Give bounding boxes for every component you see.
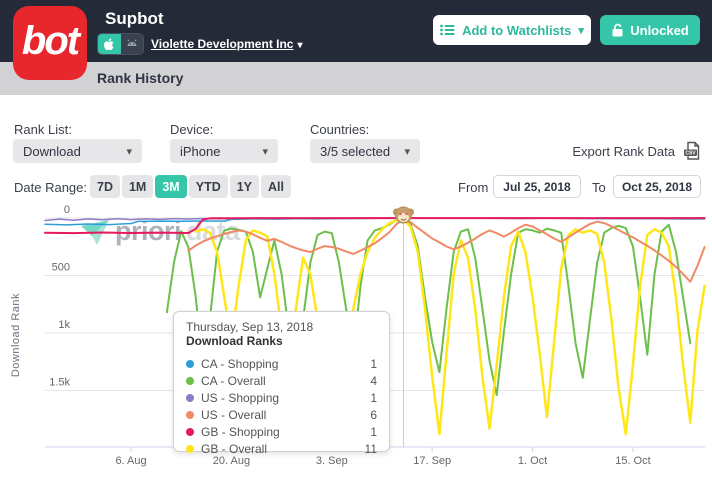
from-date-input[interactable]: Jul 25, 2018	[493, 175, 581, 198]
to-date-input[interactable]: Oct 25, 2018	[613, 175, 701, 198]
to-label: To	[592, 180, 606, 195]
range-button-7d[interactable]: 7D	[90, 175, 120, 198]
series-line-us-overall	[187, 217, 706, 283]
unlocked-label: Unlocked	[630, 22, 689, 38]
series-label: US - Overall	[201, 407, 267, 422]
platform-toggle[interactable]	[97, 33, 144, 55]
chevron-down-icon: ▾	[262, 145, 268, 158]
ios-toggle[interactable]	[98, 34, 121, 54]
publisher-link[interactable]: Violette Development Inc ▾	[151, 37, 303, 51]
android-icon	[127, 39, 137, 46]
app-logo-text: bot	[21, 18, 80, 63]
list-icon	[440, 24, 455, 36]
tooltip-row: US - Overall 6	[186, 406, 377, 423]
range-button-1m[interactable]: 1M	[121, 175, 154, 198]
app-title: Supbot	[105, 9, 164, 28]
section-bar: Rank History	[0, 62, 712, 95]
countries-label: Countries:	[310, 122, 370, 137]
series-rank-value: 1	[370, 424, 377, 439]
device-value: iPhone	[180, 143, 221, 159]
series-color-dot	[186, 427, 194, 436]
y-tick-label: 0	[64, 204, 70, 216]
series-line-gb-shopping	[44, 217, 706, 235]
y-tick-label: 1.5k	[49, 377, 70, 389]
date-range-label: Date Range:	[14, 180, 87, 195]
x-tick-label: 20. Aug	[213, 455, 250, 467]
tooltip-row: GB - Overall 11	[186, 440, 377, 457]
unlock-icon	[612, 23, 623, 37]
series-color-dot	[186, 444, 194, 453]
series-rank-value: 4	[370, 373, 377, 388]
series-label: GB - Shopping	[201, 424, 280, 439]
monkey-muzzle	[398, 213, 409, 222]
range-button-ytd[interactable]: YTD	[188, 175, 228, 198]
series-rank-value: 6	[370, 407, 377, 422]
add-to-watchlists-button[interactable]: Add to Watchlists ▾	[433, 15, 591, 45]
rank-list-value: Download	[23, 143, 81, 159]
chevron-down-icon: ▾	[297, 40, 303, 51]
export-rank-data-button[interactable]: Export Rank Data CSV	[572, 141, 702, 161]
series-rank-value: 1	[370, 356, 377, 371]
series-rank-value: 11	[364, 441, 377, 456]
series-label: CA - Overall	[201, 373, 266, 388]
chevron-down-icon: ▾	[578, 24, 584, 37]
tooltip-title: Download Ranks	[186, 334, 283, 348]
tooltip-rows: CA - Shopping 1 CA - Overall 4 US - Shopping…	[186, 355, 377, 457]
series-color-dot	[186, 393, 194, 402]
range-button-3m[interactable]: 3M	[155, 175, 187, 198]
rank-list-label: Rank List:	[14, 122, 72, 137]
chevron-down-icon: ▾	[126, 145, 132, 158]
device-label: Device:	[170, 122, 214, 137]
monkey-eye	[399, 212, 402, 216]
series-label: US - Shopping	[201, 390, 280, 405]
series-color-dot	[186, 359, 194, 368]
android-toggle[interactable]	[120, 34, 143, 54]
countries-value: 3/5 selected	[320, 143, 391, 159]
x-tick-label: 3. Sep	[316, 455, 348, 467]
csv-export-icon: CSV	[684, 141, 700, 160]
tooltip-row: CA - Overall 4	[186, 372, 377, 389]
tooltip-row: CA - Shopping 1	[186, 355, 377, 372]
tooltip-row: US - Shopping 1	[186, 389, 377, 406]
monkey-eye	[405, 212, 408, 216]
series-rank-value: 1	[370, 390, 377, 405]
countries-dropdown[interactable]: 3/5 selected ▾	[310, 139, 420, 163]
rank-list-dropdown[interactable]: Download ▾	[13, 139, 142, 163]
range-button-all[interactable]: All	[261, 175, 292, 198]
monkey-mouth	[400, 218, 407, 221]
x-tick-label: 15. Oct	[615, 455, 650, 467]
svg-text:CSV: CSV	[685, 151, 696, 157]
series-color-dot	[186, 410, 194, 419]
app-logo: bot	[13, 6, 87, 80]
range-button-1y[interactable]: 1Y	[229, 175, 260, 198]
chevron-down-icon: ▾	[404, 145, 410, 158]
series-label: GB - Overall	[201, 441, 268, 456]
tooltip-date: Thursday, Sep 13, 2018	[186, 320, 314, 334]
series-label: CA - Shopping	[201, 356, 279, 371]
x-tick-label: 17. Sep	[413, 455, 451, 467]
unlocked-button[interactable]: Unlocked	[600, 15, 700, 45]
tooltip-row: GB - Shopping 1	[186, 423, 377, 440]
from-label: From	[458, 180, 489, 195]
x-tick-label: 6. Aug	[115, 455, 146, 467]
series-line-ca-overall	[165, 217, 692, 397]
x-tick-label: 1. Oct	[518, 455, 547, 467]
apple-icon	[103, 37, 114, 50]
date-range-buttons: 7D 1M 3M YTD 1Y All	[90, 175, 292, 198]
export-rank-data-label: Export Rank Data	[572, 143, 675, 159]
y-tick-label: 1k	[58, 319, 70, 331]
add-to-watchlists-label: Add to Watchlists	[462, 22, 572, 38]
chart-tooltip: Thursday, Sep 13, 2018 Download Ranks CA…	[173, 311, 390, 456]
device-dropdown[interactable]: iPhone ▾	[170, 139, 278, 163]
y-tick-label: 500	[52, 262, 70, 274]
series-color-dot	[186, 376, 194, 385]
publisher-name: Violette Development Inc	[151, 37, 294, 51]
section-title: Rank History	[97, 70, 184, 86]
